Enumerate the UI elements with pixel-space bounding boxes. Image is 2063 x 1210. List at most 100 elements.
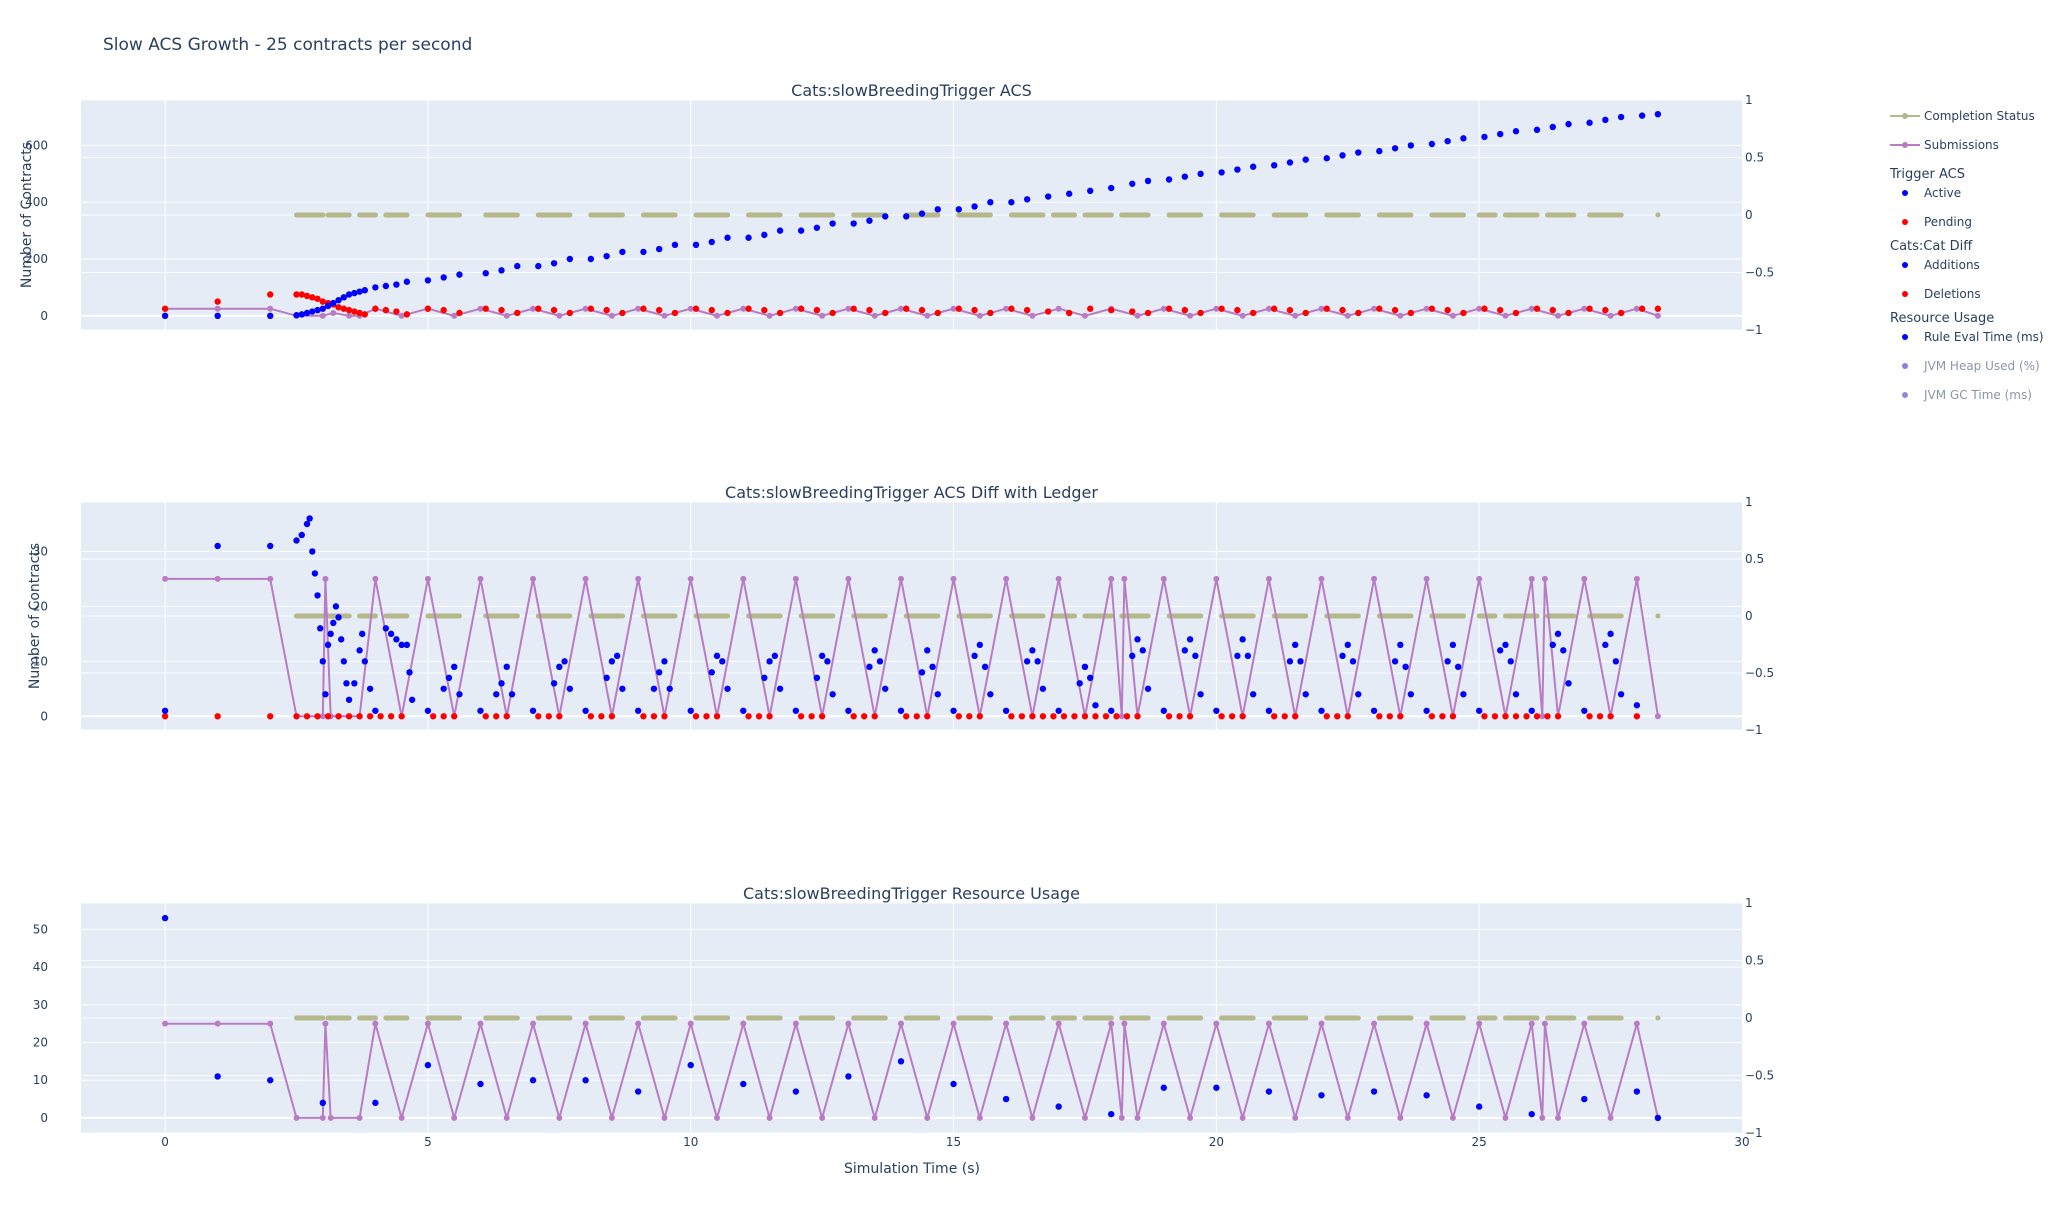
deletions-point [692,713,700,720]
deletions-point [377,713,384,720]
deletions-point [1123,713,1131,720]
submissions-point [687,575,694,582]
submissions-point [214,305,221,312]
submissions-point [635,305,642,312]
legend-item-deletions[interactable]: Deletions [1902,287,1981,301]
additions-point [529,707,537,714]
rule_eval-point [897,1058,905,1065]
legend-item-submissions[interactable]: Submissions [1890,138,1999,152]
deletions-point [1018,713,1026,720]
pending-point [934,309,941,317]
deletions-point [482,713,489,720]
rule_eval-point [267,1077,274,1084]
active-point [1586,119,1593,126]
active-point [340,294,348,301]
pending-point [535,305,542,312]
submissions-point [1397,1114,1404,1121]
additions-point [387,630,395,638]
active-point [1165,176,1173,183]
active-point [987,199,994,206]
deletions-point [955,713,963,720]
legend-item-additions[interactable]: Additions [1902,258,1980,272]
pending-point [382,306,390,314]
submissions-point [346,312,353,319]
additions-point [724,685,731,692]
legend-marker-swatch [1902,113,1908,119]
rule_eval-point [1265,1088,1273,1095]
deletions-point [755,713,763,720]
submissions-point [1134,1114,1141,1121]
deletions-point [293,713,300,720]
active-point [1638,112,1646,119]
submissions-point [322,575,329,582]
submissions-point [582,575,589,582]
rule_eval-point [1160,1084,1168,1091]
additions-point [882,685,889,692]
additions-point [1002,707,1010,714]
active-point [1481,133,1488,141]
deletions-point [1050,713,1057,720]
y2-tick-label: −0.5 [1745,666,1774,680]
legend-item-pending[interactable]: Pending [1902,215,1972,229]
legend[interactable]: Completion Status Submissions Trigger ACS A… [1889,109,2044,402]
deletions-point [450,713,458,720]
active-point [1355,149,1362,156]
pending-point [1638,305,1646,312]
pending-point [351,308,358,315]
pending-point [708,306,715,314]
submissions-point [1654,713,1661,720]
active-point [309,308,316,315]
additions-point [1423,707,1430,714]
active-point [498,267,505,274]
deletions-point [356,713,363,720]
additions-point [918,669,926,676]
submissions-point [1292,312,1299,319]
rule_eval-point [1108,1110,1115,1118]
submissions-point [845,305,852,312]
deletions-point [1218,713,1225,720]
rule_eval-point [1475,1103,1483,1110]
deletions-point [913,713,920,720]
legend-item-rule-eval-time-ms-[interactable]: Rule Eval Time (ms) [1902,330,2044,344]
additions-point [340,658,348,665]
y2-tick-label: 0.5 [1745,552,1764,566]
submissions-point [871,1114,878,1121]
x-tick-label: 10 [683,1135,698,1149]
additions-point [309,548,316,555]
submissions-point [1476,575,1483,582]
additions-point [424,707,432,714]
legend-item-jvm-heap-used-[interactable]: JVM Heap Used (%) [1902,359,2040,373]
active-point [1144,177,1152,185]
additions-point [214,542,221,550]
pending-point [303,292,311,300]
submissions-point [1055,575,1062,582]
active-point [1302,156,1309,163]
pending-point [1460,309,1467,317]
deletions-point [335,713,342,720]
pending-point [1249,309,1257,317]
y-tick-label: 200 [25,252,48,266]
submissions-point [635,1020,642,1027]
additions-point [1134,636,1141,643]
submissions-point [1081,312,1088,319]
additions-point [1397,641,1404,649]
legend-item-completion-status[interactable]: Completion Status [1890,109,2035,123]
additions-point [493,691,500,698]
pending-point [1407,309,1415,317]
legend-label: Pending [1924,215,1972,229]
submissions-point [950,305,957,312]
submissions-point [1118,713,1125,720]
deletions-point [1092,713,1099,720]
legend-item-jvm-gc-time-ms-[interactable]: JVM GC Time (ms) [1902,388,2032,402]
submissions-point [1318,305,1325,312]
active-point [566,255,574,263]
active-point [813,224,821,231]
legend-marker-swatch [1902,142,1908,148]
additions-point [1239,636,1246,643]
additions-point [981,663,989,671]
additions-point [1197,691,1204,698]
submissions-point [766,312,773,319]
additions-point [687,707,694,714]
legend-item-active[interactable]: Active [1902,186,1961,200]
submissions-point [740,305,747,312]
